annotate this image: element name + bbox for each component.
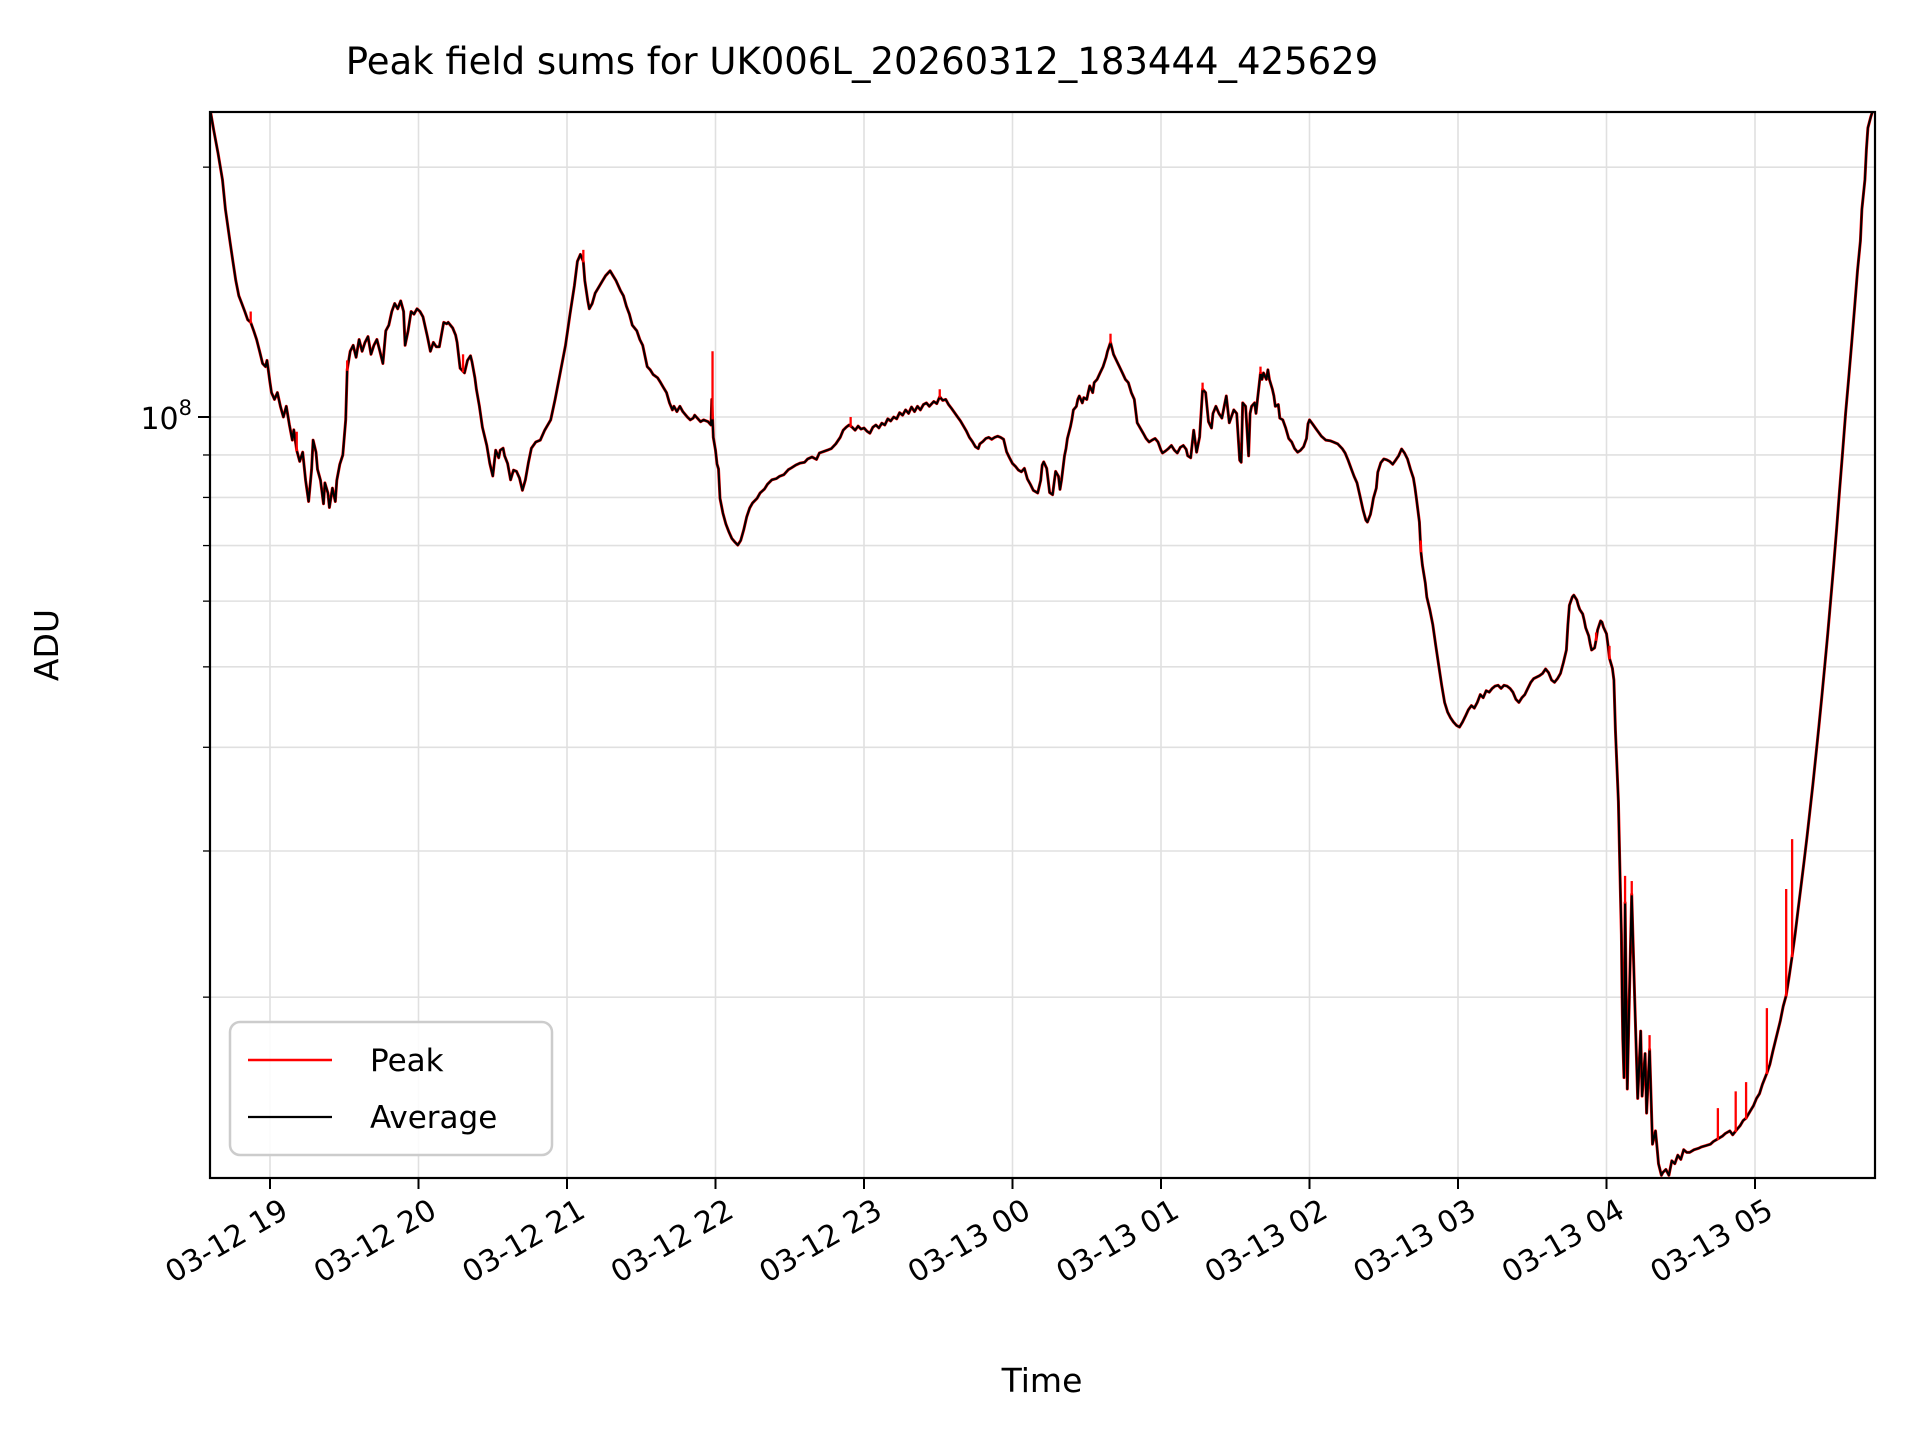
x-tick-label: 03-12 22 xyxy=(605,1193,739,1291)
plot-frame xyxy=(208,110,1877,1180)
x-axis-label: Time xyxy=(1001,1361,1083,1400)
x-tick-label: 03-13 04 xyxy=(1496,1193,1630,1291)
x-tick-label: 03-12 19 xyxy=(160,1193,294,1291)
x-tick-label: 03-12 21 xyxy=(457,1193,591,1291)
series-lines xyxy=(210,112,1875,1177)
x-tick-label: 03-13 00 xyxy=(902,1193,1036,1291)
legend-label-peak: Peak xyxy=(370,1043,444,1079)
gridlines xyxy=(210,112,1875,1178)
x-tick-labels: 03-12 19 03-12 20 03-12 21 03-12 22 03-12 23… xyxy=(160,1193,1779,1291)
x-tick-label: 03-12 20 xyxy=(308,1193,442,1291)
x-tick-label: 03-13 05 xyxy=(1645,1193,1779,1291)
average-line xyxy=(210,112,1875,1177)
x-tick-label: 03-13 03 xyxy=(1348,1193,1482,1291)
y-axis-label: ADU xyxy=(27,609,66,681)
legend-label-average: Average xyxy=(370,1100,497,1136)
axis-ticks xyxy=(198,166,1756,1189)
x-tick-label: 03-12 23 xyxy=(754,1193,888,1291)
legend[interactable]: Peak Average xyxy=(228,1020,554,1157)
chart-title: Peak field sums for UK006L_20260312_1834… xyxy=(346,40,1379,83)
x-tick-label: 03-13 02 xyxy=(1199,1193,1333,1291)
legend-box xyxy=(228,1020,554,1157)
x-tick-label: 03-13 01 xyxy=(1051,1193,1185,1291)
y-tick-label-1e8: 108 xyxy=(140,396,192,437)
